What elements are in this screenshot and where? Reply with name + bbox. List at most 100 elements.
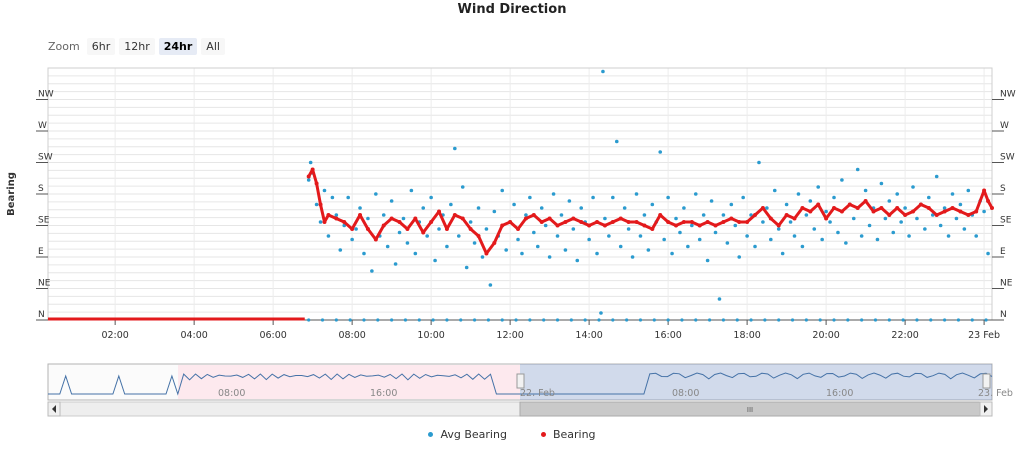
avg-bearing-point [626, 227, 631, 231]
avg-bearing-point [808, 199, 813, 203]
bearing-point [760, 206, 765, 210]
avg-bearing-point [409, 188, 414, 193]
bearing-point [926, 206, 931, 210]
legend-item-avg-bearing[interactable]: Avg Bearing [428, 428, 507, 441]
zoom-24hr-button[interactable]: 24hr [158, 37, 198, 55]
avg-bearing-point [733, 223, 738, 228]
avg-bearing-point [459, 318, 463, 322]
bearing-point [421, 230, 426, 235]
bearing-point [729, 216, 734, 221]
y-tick-label-left: SW [38, 153, 53, 163]
avg-bearing-point [800, 244, 805, 249]
bearing-point [492, 241, 497, 245]
avg-bearing-point [472, 241, 477, 245]
x-tick-label: 20:00 [812, 330, 839, 341]
avg-bearing-point [464, 265, 469, 270]
bearing-point [966, 213, 971, 217]
avg-bearing-point [567, 199, 572, 203]
avg-bearing-point [524, 213, 528, 217]
avg-bearing-point [385, 244, 390, 249]
avg-bearing-point [855, 167, 860, 172]
avg-bearing-point [587, 237, 591, 242]
avg-bearing-point [796, 192, 801, 196]
avg-bearing-point [873, 318, 878, 322]
avg-bearing-point [956, 318, 961, 322]
avg-bearing-point [650, 202, 655, 207]
avg-bearing-point [950, 192, 955, 196]
avg-bearing-point [318, 220, 323, 224]
bearing-point [306, 174, 311, 179]
avg-bearing-point [390, 318, 394, 322]
zoom-all-button[interactable]: All [201, 37, 225, 55]
avg-bearing-point [678, 230, 682, 235]
grid-lines [48, 67, 992, 321]
bearing-point [531, 213, 536, 217]
avg-bearing-point [680, 318, 684, 322]
avg-bearing-point [484, 227, 489, 231]
avg-bearing-point [772, 188, 777, 193]
scroll-left-arrow-icon [52, 405, 56, 413]
avg-bearing-point [314, 202, 319, 207]
avg-bearing-marker-icon [428, 432, 434, 437]
avg-bearing-point [666, 318, 670, 322]
navigator-label: 16:00 [826, 388, 853, 399]
avg-bearing-series [306, 69, 990, 322]
avg-bearing-point [682, 206, 686, 210]
avg-bearing-point [824, 209, 828, 214]
legend-item-bearing[interactable]: Bearing [540, 428, 596, 441]
x-tick-label: 16:00 [654, 330, 681, 341]
bearing-point [808, 209, 813, 214]
avg-bearing-point [832, 318, 836, 322]
bearing-point [555, 223, 560, 228]
avg-bearing-point [543, 223, 548, 228]
avg-bearing-point [735, 318, 739, 322]
bearing-point [887, 213, 892, 217]
avg-bearing-point [701, 213, 706, 217]
avg-bearing-point [376, 318, 380, 322]
zoom-6hr-button[interactable]: 6hr [86, 37, 116, 55]
avg-bearing-point [468, 220, 473, 224]
avg-bearing-point [601, 69, 605, 74]
scrollbar-grip: III [747, 406, 753, 414]
bearing-point [326, 213, 331, 217]
bearing-point [358, 213, 363, 217]
y-tick-label-right: SE [1000, 216, 1012, 226]
avg-bearing-point [962, 227, 967, 231]
avg-bearing-point [486, 318, 491, 322]
avg-bearing-point [630, 255, 635, 259]
avg-bearing-point [674, 216, 678, 221]
avg-bearing-point [334, 318, 338, 322]
bearing-point [539, 220, 544, 224]
avg-bearing-point [421, 206, 426, 210]
avg-bearing-point [307, 318, 311, 322]
bearing-point [516, 227, 521, 231]
x-axis: 02:00 04:00 06:00 08:00 10:00 12:00 14:00 16:00… [101, 320, 1000, 341]
avg-bearing-point [911, 185, 915, 189]
bearing-point [745, 220, 750, 224]
avg-bearing-point [828, 220, 832, 224]
avg-bearing-point [693, 192, 698, 196]
bearing-point [310, 167, 315, 172]
bearing-point [713, 223, 718, 228]
avg-bearing-point [697, 237, 702, 242]
zoom-12hr-button[interactable]: 12hr [119, 37, 155, 55]
navigator-label: 22. Feb [520, 388, 555, 399]
avg-bearing-point [686, 244, 690, 249]
avg-bearing-point [907, 234, 911, 238]
bearing-point [958, 209, 963, 214]
bearing-point [816, 202, 821, 207]
bearing-point [602, 223, 607, 228]
bearing-point [508, 220, 513, 224]
avg-bearing-point [571, 227, 576, 231]
avg-bearing-point [618, 244, 623, 249]
avg-bearing-point [658, 150, 663, 154]
avg-bearing-point [362, 318, 366, 322]
bearing-point [863, 199, 868, 203]
navigator-selected-range [520, 364, 992, 400]
avg-bearing-point [476, 206, 481, 210]
avg-bearing-point [846, 318, 850, 322]
bearing-point [871, 209, 876, 214]
avg-bearing-point [595, 251, 599, 256]
bearing-point [468, 227, 473, 231]
